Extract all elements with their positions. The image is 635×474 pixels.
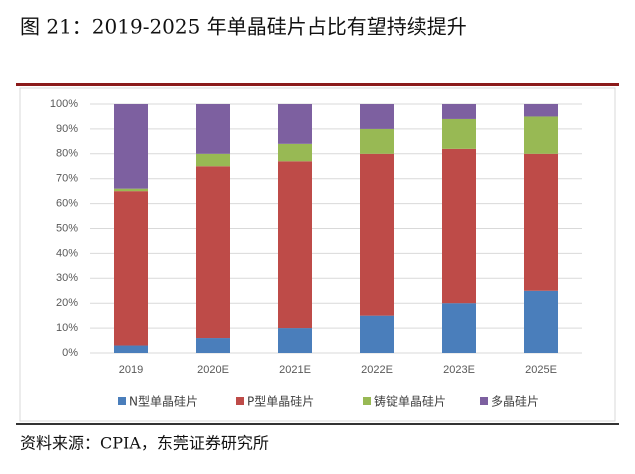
source-rule (16, 423, 619, 425)
y-tick-label: 100% (50, 98, 78, 110)
legend-label: 多晶硅片 (491, 395, 539, 409)
bar-segment (442, 303, 476, 353)
legend-label: P型单晶硅片 (247, 395, 314, 409)
bar-segment (278, 328, 312, 353)
legend-label: N型单晶硅片 (129, 395, 198, 409)
bar-segment (360, 128, 394, 154)
y-tick-label: 30% (56, 272, 78, 284)
bar-segment (360, 315, 394, 353)
bar-segment (442, 118, 476, 149)
y-tick-label: 50% (56, 222, 78, 234)
legend-swatch (480, 397, 488, 405)
legend-swatch (118, 397, 126, 405)
x-tick-label: 2023E (443, 364, 475, 376)
bar-segment (278, 104, 312, 144)
x-tick-label: 2020E (197, 364, 229, 376)
legend-swatch (236, 397, 244, 405)
bar-segment (442, 148, 476, 304)
source-note: 资料来源：CPIA，东莞证券研究所 (20, 434, 269, 453)
y-tick-label: 20% (56, 297, 78, 309)
bar-segment (524, 104, 558, 117)
bar-segment (524, 290, 558, 353)
bar-segment (196, 104, 230, 154)
title-rule (16, 83, 619, 86)
x-tick-label: 2021E (279, 364, 311, 376)
bar-segment (442, 104, 476, 119)
bar-segment (114, 188, 148, 192)
y-tick-label: 90% (56, 123, 78, 135)
bar-segment (196, 166, 230, 339)
legend-swatch (363, 397, 371, 405)
bar-segment (524, 153, 558, 291)
chart-title: 图 21：2019-2025 年单晶硅片占比有望持续提升 (20, 15, 467, 39)
y-tick-label: 10% (56, 322, 78, 334)
legend-label: 铸锭单晶硅片 (374, 394, 446, 409)
y-tick-label: 40% (56, 247, 78, 259)
bar-segment (196, 338, 230, 353)
chart-frame (19, 87, 616, 422)
x-tick-label: 2022E (361, 364, 393, 376)
bar-segment (524, 116, 558, 154)
y-tick-label: 80% (56, 148, 78, 160)
bar-segment (278, 143, 312, 162)
bar-segment (360, 153, 394, 316)
bar-segment (114, 191, 148, 346)
y-tick-label: 60% (56, 198, 78, 210)
x-tick-label: 2025E (525, 364, 557, 376)
bar-segment (278, 161, 312, 329)
bar-segment (114, 345, 148, 353)
bar-segment (114, 104, 148, 189)
bar-segment (360, 104, 394, 129)
y-tick-label: 0% (62, 347, 78, 359)
bar-segment (196, 153, 230, 167)
y-tick-label: 70% (56, 173, 78, 185)
x-tick-label: 2019 (119, 364, 143, 376)
